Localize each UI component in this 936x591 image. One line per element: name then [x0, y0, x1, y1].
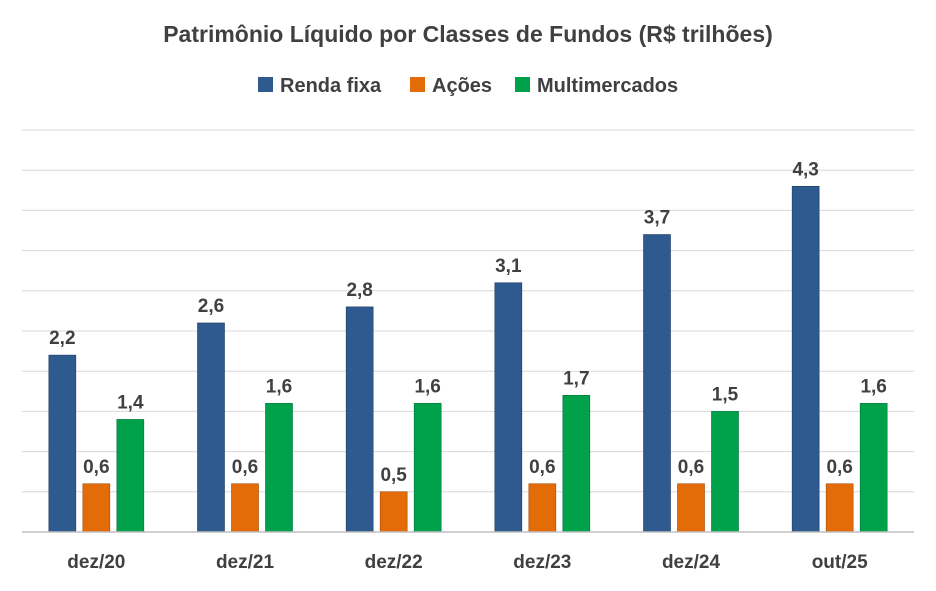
legend-label: Ações — [432, 75, 492, 97]
bar — [265, 403, 293, 533]
x-tick-label: dez/23 — [513, 552, 571, 573]
x-axis-ticks: dez/20 dez/21 dez/22 dez/23 dez/24 out/25 — [67, 552, 868, 573]
data-label: 2,8 — [346, 280, 372, 301]
bar — [379, 491, 408, 533]
data-label: 1,6 — [266, 376, 292, 397]
bar — [859, 403, 888, 533]
legend-swatch — [515, 77, 530, 92]
bar — [413, 403, 442, 533]
bar — [345, 306, 374, 533]
data-label: 0,6 — [232, 457, 258, 478]
data-label: 1,7 — [563, 368, 589, 389]
data-label: 1,4 — [117, 392, 144, 413]
data-label: 1,6 — [860, 376, 886, 397]
data-label: 1,6 — [414, 376, 440, 397]
bar — [562, 395, 591, 533]
x-tick-label: dez/22 — [365, 552, 423, 573]
bar — [677, 483, 705, 533]
bar — [48, 354, 77, 533]
data-label: 0,6 — [83, 457, 109, 478]
bar — [711, 411, 739, 533]
chart-title: Patrimônio Líquido por Classes de Fundos… — [163, 21, 773, 47]
legend-swatch — [258, 77, 273, 92]
data-label: 0,6 — [529, 457, 555, 478]
bar — [643, 234, 671, 533]
legend-label: Renda fixa — [280, 75, 382, 97]
bar — [231, 483, 259, 533]
bar — [82, 483, 111, 533]
bar — [116, 419, 145, 533]
bar — [528, 483, 557, 533]
data-label: 1,5 — [712, 384, 739, 405]
x-tick-label: dez/24 — [662, 552, 721, 573]
x-tick-label: dez/20 — [67, 552, 125, 573]
bar — [825, 483, 854, 533]
bar — [791, 185, 820, 533]
bar — [197, 322, 225, 533]
gridlines — [22, 129, 914, 493]
data-label: 0,6 — [678, 457, 704, 478]
legend: Renda fixa Ações Multimercados — [258, 75, 678, 97]
x-tick-label: out/25 — [812, 552, 868, 573]
data-labels: 2,2 0,6 1,4 2,6 0,6 1,6 2,8 0,5 1,6 3,1 0,6 1,7 3,7 0… — [49, 159, 887, 486]
data-label: 0,6 — [826, 457, 852, 478]
data-label: 3,7 — [644, 208, 670, 229]
data-label: 3,1 — [495, 256, 522, 277]
bar — [494, 282, 523, 533]
data-label: 2,6 — [198, 296, 224, 317]
data-label: 4,3 — [792, 159, 818, 180]
x-tick-label: dez/21 — [216, 552, 275, 573]
data-label: 0,5 — [380, 465, 407, 486]
legend-label: Multimercados — [537, 75, 678, 97]
bars — [48, 185, 888, 533]
data-label: 2,2 — [49, 328, 75, 349]
legend-swatch — [410, 77, 425, 92]
